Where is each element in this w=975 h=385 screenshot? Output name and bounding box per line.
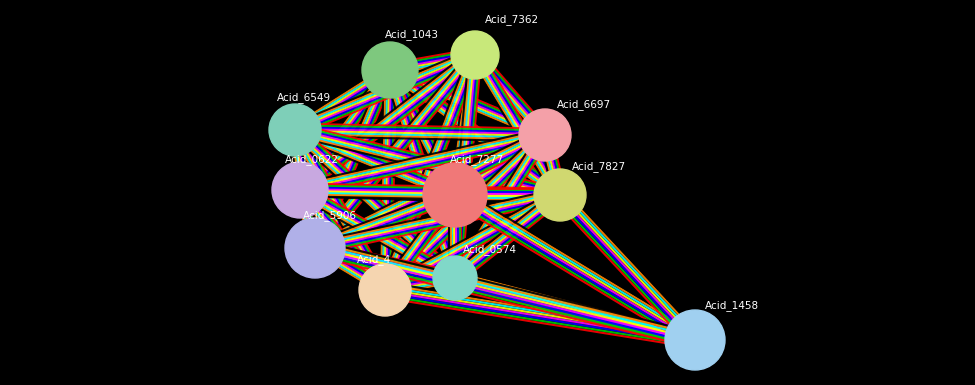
Text: Acid_6697: Acid_6697 xyxy=(557,100,611,110)
Text: Acid_7362: Acid_7362 xyxy=(485,15,539,25)
Text: Acid_7827: Acid_7827 xyxy=(572,162,626,172)
Text: Acid_5906: Acid_5906 xyxy=(303,211,357,221)
Text: Acid_1458: Acid_1458 xyxy=(705,301,760,311)
Circle shape xyxy=(269,104,321,156)
Text: Acid_7277: Acid_7277 xyxy=(450,154,504,166)
Circle shape xyxy=(534,169,586,221)
Circle shape xyxy=(362,42,418,98)
Text: Acid_0622: Acid_0622 xyxy=(285,154,339,166)
Circle shape xyxy=(665,310,725,370)
Circle shape xyxy=(272,162,328,218)
Circle shape xyxy=(359,264,411,316)
Circle shape xyxy=(423,163,487,227)
Text: Acid_6549: Acid_6549 xyxy=(277,92,332,104)
Circle shape xyxy=(519,109,571,161)
Text: Acid_0574: Acid_0574 xyxy=(463,244,517,256)
Text: Acid_1043: Acid_1043 xyxy=(385,30,439,40)
Circle shape xyxy=(451,31,499,79)
Circle shape xyxy=(285,218,345,278)
Text: Acid_4: Acid_4 xyxy=(357,254,391,265)
Circle shape xyxy=(433,256,477,300)
